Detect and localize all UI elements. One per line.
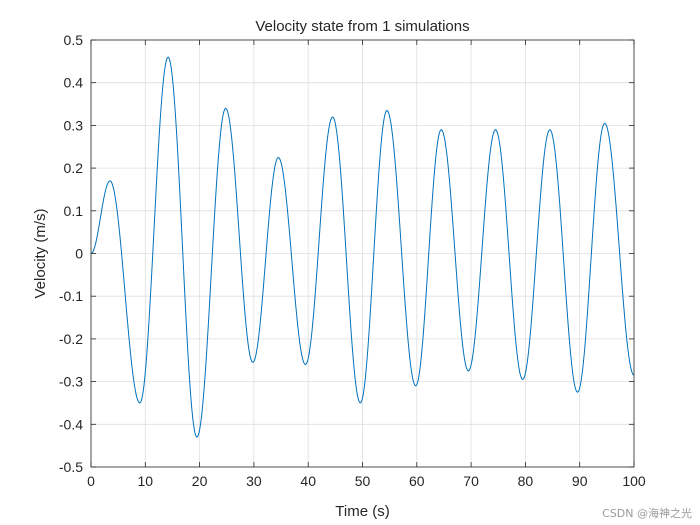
x-tick-label: 40: [300, 473, 316, 489]
x-tick-label: 90: [572, 473, 588, 489]
x-tick-label: 100: [622, 473, 646, 489]
y-tick-label: -0.5: [59, 459, 83, 475]
y-tick-label: 0.2: [64, 160, 84, 176]
grid-lines: [90, 39, 635, 468]
x-tick-label: 80: [518, 473, 534, 489]
y-tick-label: 0.5: [64, 32, 84, 48]
y-tick-label: 0.1: [64, 203, 84, 219]
series-layer: [90, 56, 635, 438]
x-tick-label: 10: [138, 473, 154, 489]
x-tick-label: 70: [463, 473, 479, 489]
x-axis-label: Time (s): [335, 503, 389, 520]
chart-title: Velocity state from 1 simulations: [255, 18, 469, 35]
y-tick-label: -0.3: [59, 374, 83, 390]
x-tick-label: 0: [87, 473, 95, 489]
x-tick-label: 30: [246, 473, 262, 489]
y-tick-label: 0.3: [64, 117, 84, 133]
y-tick-label: 0.4: [64, 75, 84, 91]
y-tick-label: 0: [75, 246, 83, 262]
y-axis-label: Velocity (m/s): [32, 208, 49, 298]
y-tick-label: -0.2: [59, 331, 83, 347]
x-tick-label: 20: [192, 473, 208, 489]
watermark: CSDN @海神之光: [602, 507, 692, 520]
y-tick-label: -0.4: [59, 416, 83, 432]
x-tick-label: 60: [409, 473, 425, 489]
x-tick-label: 50: [355, 473, 371, 489]
y-tick-label: -0.1: [59, 288, 83, 304]
axis-ticks: 0 10 20 30 40 50 60 70 80 90 100 -0.5 -0.4 -0.3 -0.2 -0…: [59, 32, 646, 489]
velocity-series-line: [90, 56, 635, 438]
